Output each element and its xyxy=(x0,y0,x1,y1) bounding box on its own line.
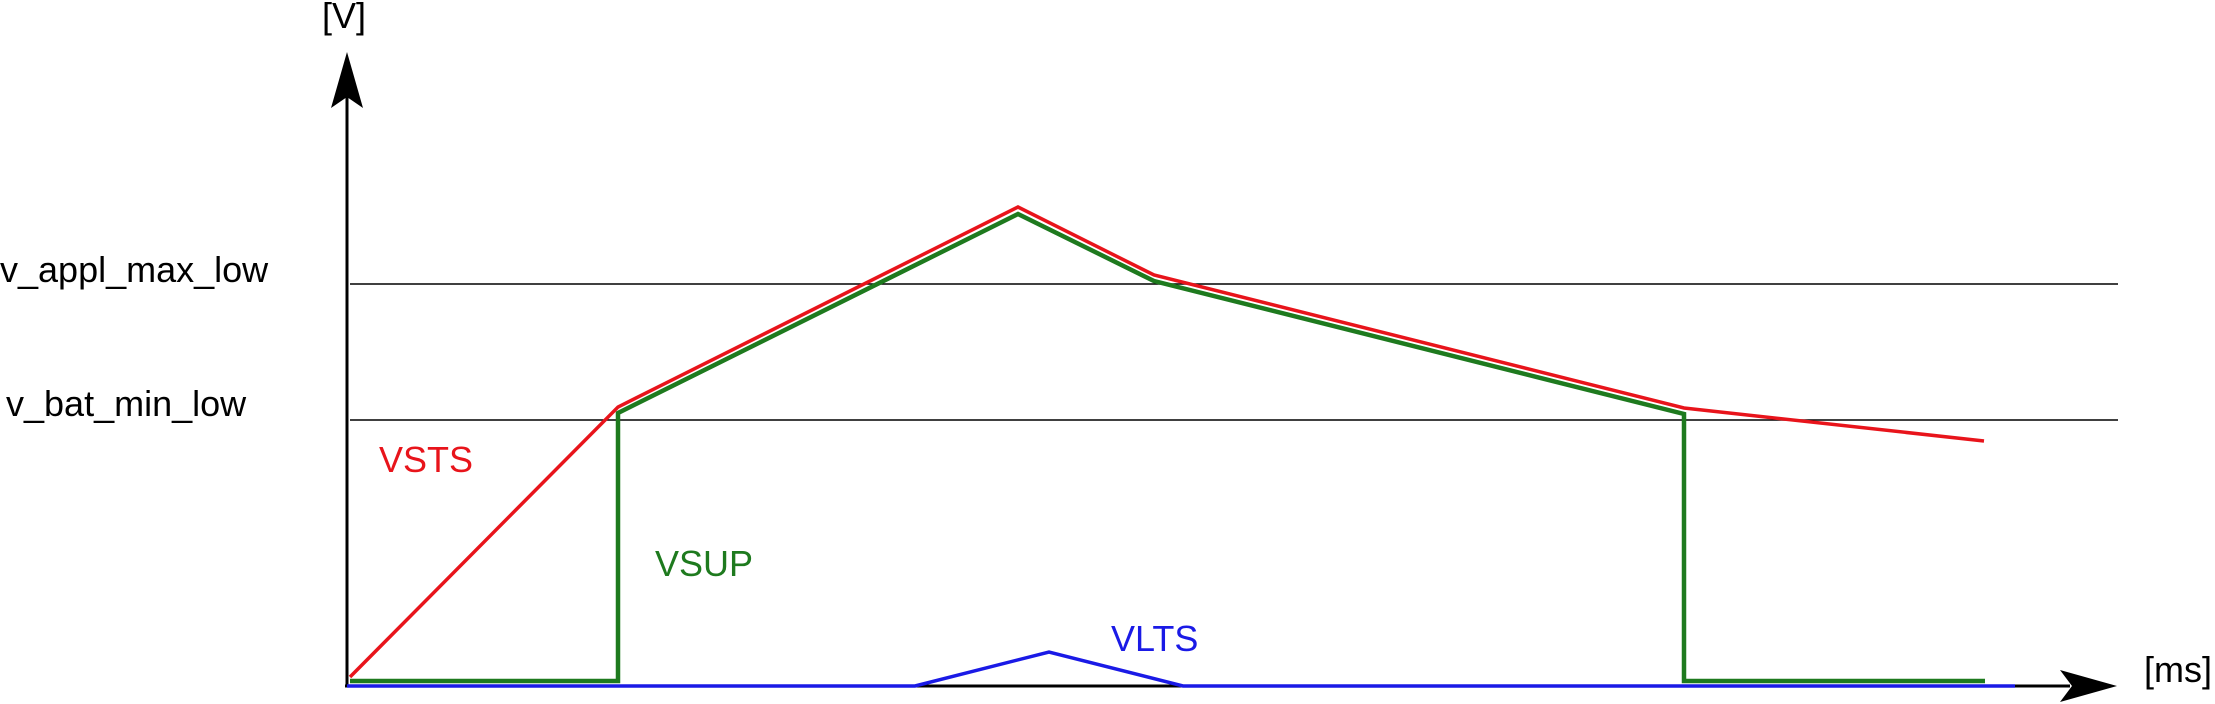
y-axis-unit-label: [V] xyxy=(322,0,366,36)
x-axis-arrowhead xyxy=(2060,670,2117,702)
vsts-label: VSTS xyxy=(379,439,473,480)
vsup-curve xyxy=(350,211,1985,684)
x-axis-unit-label: [ms] xyxy=(2144,649,2212,690)
y-axis-arrowhead xyxy=(331,52,363,108)
threshold-label-bat-min-low: v_bat_min_low xyxy=(6,383,247,424)
vlts-curve xyxy=(347,650,2015,688)
vlts-label: VLTS xyxy=(1111,618,1198,659)
vsup-label: VSUP xyxy=(655,543,753,584)
threshold-label-appl-max-low: v_appl_max_low xyxy=(0,249,269,290)
vsts-curve xyxy=(348,205,1985,679)
